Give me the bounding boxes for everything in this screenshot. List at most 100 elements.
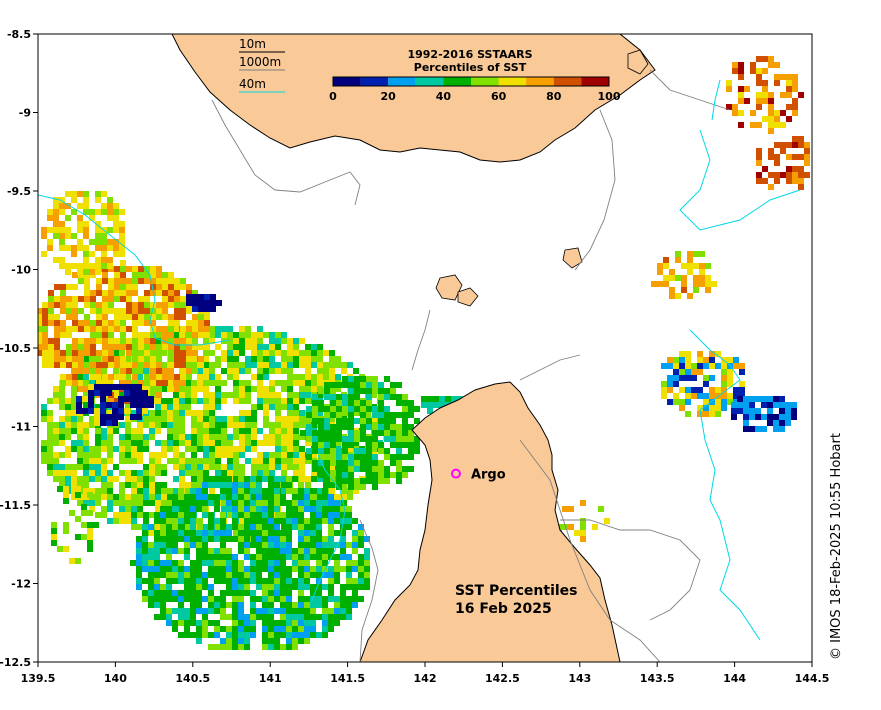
sst-pixel — [366, 436, 372, 442]
sst-pixel — [304, 530, 310, 536]
sst-pixel — [232, 614, 238, 620]
sst-pixel — [102, 344, 108, 350]
sst-pixel — [256, 482, 262, 488]
sst-pixel — [768, 148, 774, 154]
sst-pixel — [155, 422, 161, 428]
sst-pixel — [227, 374, 233, 380]
sst-pixel — [341, 500, 347, 506]
sst-pixel — [756, 154, 762, 160]
sst-pixel — [768, 184, 774, 190]
sst-pixel — [274, 644, 280, 650]
sst-pixel — [317, 494, 323, 500]
sst-pixel — [239, 398, 245, 404]
sst-pixel — [125, 416, 131, 422]
sst-pixel — [196, 578, 202, 584]
sst-pixel — [71, 197, 77, 203]
sst-pixel — [90, 350, 96, 356]
sst-pixel — [60, 296, 66, 302]
sst-pixel — [89, 269, 95, 275]
sst-pixel — [703, 363, 709, 369]
sst-pixel — [198, 300, 204, 306]
sst-pixel — [197, 458, 203, 464]
sst-pixel — [138, 338, 144, 344]
sst-pixel — [408, 412, 414, 418]
sst-pixel — [402, 472, 408, 478]
sst-pixel — [203, 398, 209, 404]
colorbar-swatches — [332, 76, 610, 87]
sst-pixel — [731, 414, 737, 420]
sst-pixel — [346, 614, 352, 620]
sst-pixel — [126, 326, 132, 332]
sst-pixel — [756, 98, 762, 104]
sst-pixel — [281, 524, 287, 530]
sst-pixel — [168, 374, 174, 380]
sst-pixel — [226, 578, 232, 584]
sst-pixel — [257, 470, 263, 476]
sst-pixel — [149, 500, 155, 506]
sst-pixel — [204, 294, 210, 300]
sst-pixel — [120, 290, 126, 296]
sst-pixel — [120, 338, 126, 344]
sst-pixel — [190, 572, 196, 578]
sst-pixel — [738, 86, 744, 92]
sst-pixel — [89, 251, 95, 257]
sst-pixel — [227, 350, 233, 356]
sst-pixel — [239, 446, 245, 452]
sst-pixel — [120, 284, 126, 290]
sst-pixel — [220, 608, 226, 614]
sst-pixel — [90, 326, 96, 332]
sst-pixel — [102, 278, 108, 284]
sst-pixel — [185, 470, 191, 476]
sst-pixel — [348, 406, 354, 412]
sst-pixel — [743, 402, 749, 408]
sst-pixel — [257, 332, 263, 338]
sst-pixel — [54, 356, 60, 362]
sst-pixel — [657, 281, 663, 287]
argo-float-marker[interactable] — [450, 468, 461, 479]
sst-pixel — [155, 488, 161, 494]
sst-pixel — [663, 281, 669, 287]
sst-pixel — [119, 452, 125, 458]
sst-pixel — [202, 506, 208, 512]
sst-pixel — [155, 452, 161, 458]
sst-pixel — [125, 506, 131, 512]
sst-pixel — [402, 412, 408, 418]
sst-pixel — [226, 536, 232, 542]
sst-pixel — [51, 528, 57, 534]
sst-pixel — [346, 542, 352, 548]
sst-pixel — [202, 482, 208, 488]
sst-pixel — [780, 148, 786, 154]
colorbar-swatch — [415, 77, 444, 86]
sst-pixel — [160, 560, 166, 566]
sst-pixel — [100, 390, 106, 396]
sst-pixel — [340, 536, 346, 542]
sst-pixel — [298, 608, 304, 614]
sst-pixel — [396, 448, 402, 454]
sst-pixel — [101, 506, 107, 512]
sst-pixel — [274, 638, 280, 644]
sst-pixel — [124, 390, 130, 396]
sst-pixel — [346, 524, 352, 530]
sst-pixel — [81, 522, 87, 528]
sst-pixel — [220, 602, 226, 608]
sst-pixel — [221, 500, 227, 506]
sst-pixel — [76, 402, 82, 408]
sst-pixel — [180, 284, 186, 290]
sst-pixel — [190, 614, 196, 620]
sst-pixel — [168, 326, 174, 332]
sst-pixel — [328, 620, 334, 626]
sst-pixel — [83, 251, 89, 257]
sst-pixel — [402, 418, 408, 424]
sst-pixel — [292, 644, 298, 650]
sst-pixel — [106, 420, 112, 426]
sst-pixel — [310, 554, 316, 560]
sst-pixel — [160, 614, 166, 620]
sst-pixel — [108, 338, 114, 344]
sst-pixel — [149, 470, 155, 476]
sst-pixel — [125, 476, 131, 482]
sst-pixel — [95, 488, 101, 494]
sst-pixel — [107, 488, 113, 494]
sst-pixel — [137, 458, 143, 464]
sst-pixel — [774, 142, 780, 148]
sst-pixel — [292, 608, 298, 614]
